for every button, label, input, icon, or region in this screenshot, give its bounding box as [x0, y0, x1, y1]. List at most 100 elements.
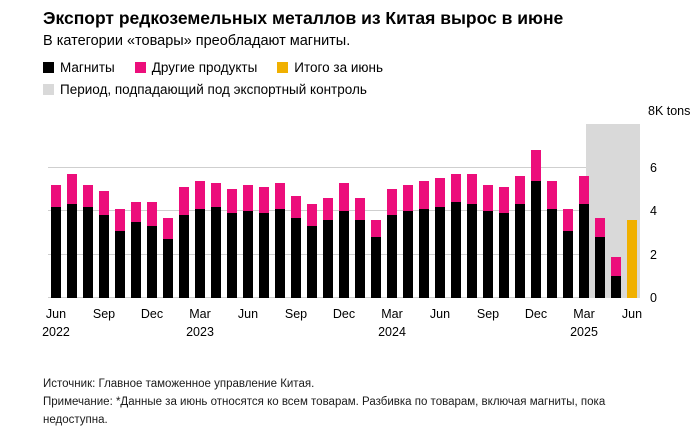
bar-segment-magnets	[610, 276, 622, 298]
x-tick-label: Sep	[92, 307, 116, 321]
bar-segment-magnets	[162, 239, 174, 298]
bar-segment-other-products	[338, 182, 350, 211]
y-tick-label: 2	[650, 247, 657, 262]
x-tick-label: Mar 2023	[186, 305, 214, 341]
bar-segment-other-products	[594, 217, 606, 238]
x-tick-label: Jun	[621, 307, 643, 321]
x-tick-year: 2022	[42, 325, 70, 340]
legend-swatch	[134, 62, 146, 73]
chart-title: Экспорт редкоземельных металлов из Китая…	[43, 8, 564, 28]
legend-swatch	[43, 62, 54, 73]
bar-segment-other-products	[274, 182, 286, 209]
x-tick-label: Mar 2025	[570, 305, 598, 341]
bar-segment-other-products	[98, 191, 110, 216]
bar-segment-magnets	[562, 230, 574, 298]
bar-segment-magnets	[226, 213, 238, 298]
x-tick-label: Jun	[237, 307, 259, 321]
bar-segment-magnets	[434, 206, 446, 298]
bar-segment-magnets	[482, 211, 494, 298]
bar-segment-magnets	[82, 206, 94, 298]
bar-segment-magnets	[290, 217, 302, 298]
bar-segment-magnets	[210, 206, 222, 298]
bar-segment-other-products	[498, 187, 510, 214]
bar-segment-other-products	[402, 184, 414, 211]
source-text: Источник: Главное таможенное управление …	[43, 378, 315, 390]
y-tick-label: 6	[650, 160, 657, 175]
y-tick-label: 4	[650, 204, 657, 218]
bar-segment-magnets	[322, 219, 334, 298]
bar-segment-magnets	[370, 237, 382, 298]
bar-segment-other-products	[114, 208, 126, 231]
bar-segment-magnets	[66, 204, 78, 298]
legend-swatch	[277, 62, 289, 73]
bar-segment-other-products	[306, 204, 318, 227]
legend-item-4: Период, подпадающий под экспортный контр…	[43, 82, 367, 97]
legend-swatch	[43, 84, 54, 95]
bar-segment-magnets	[338, 211, 350, 298]
bar-segment-other-products	[82, 184, 94, 207]
legend-item-2: Другие продукты	[134, 60, 257, 75]
legend-item-3: Итого за июнь	[277, 60, 383, 75]
bar-segment-other-products	[546, 180, 558, 209]
bar-segment-magnets	[402, 211, 414, 298]
bar-segment-other-products	[482, 184, 494, 211]
bar-segment-magnets	[530, 180, 542, 298]
x-tick-label: Dec	[332, 307, 356, 321]
bar-segment-magnets	[450, 202, 462, 298]
plot-area: 0 2 4 6 8K tons Jun 2022 Sep Dec Mar 2023 Jun Sep Dec…	[42, 104, 690, 339]
bar-segment-magnets	[418, 208, 430, 298]
bar-segment-magnets	[50, 206, 62, 298]
bar-segment-other-products	[50, 184, 62, 207]
legend-row-1: Магниты Другие продукты Итого за июнь	[43, 60, 383, 75]
bar-segment-magnets	[546, 208, 558, 298]
bar-segment-other-products	[466, 174, 478, 205]
legend-label: Период, подпадающий под экспортный контр…	[60, 82, 367, 97]
bar-segment-other-products	[162, 217, 174, 240]
y-axis-unit-label: 8K tons	[648, 104, 691, 118]
bar-segment-magnets	[274, 208, 286, 298]
bar-segment-other-products	[290, 195, 302, 218]
x-tick-year: 2023	[186, 325, 214, 340]
bar-segment-magnets	[114, 230, 126, 298]
bar-segment-magnets	[498, 213, 510, 298]
bar-segment-other-products	[194, 180, 206, 209]
bar-segment-magnets	[242, 211, 254, 298]
x-tick-label: Sep	[284, 307, 308, 321]
bar-segment-magnets	[386, 215, 398, 298]
bar-segment-magnets	[146, 226, 158, 298]
x-tick-label: Dec	[140, 307, 164, 321]
bar-segment-other-products	[434, 178, 446, 207]
bar-segment-other-products	[146, 202, 158, 227]
bar-segment-magnets	[130, 221, 142, 298]
gridline-6	[48, 166, 640, 168]
bar-segment-other-products	[562, 208, 574, 231]
bar-segment-other-products	[258, 187, 270, 214]
x-tick-label: Jun 2022	[42, 305, 70, 341]
bar-segment-other-products	[130, 202, 142, 222]
x-tick-year: 2024	[378, 325, 406, 340]
bar-segment-other-products	[578, 176, 590, 205]
bar-segment-other-products	[450, 174, 462, 203]
bar-segment-magnets	[578, 204, 590, 298]
bar-segment-other-products	[226, 189, 238, 214]
bar-segment-magnets	[354, 219, 366, 298]
bar-segment-magnets	[466, 204, 478, 298]
y-tick-label: 0	[650, 291, 657, 305]
chart-legend: Магниты Другие продукты Итого за июнь Пери…	[43, 60, 383, 104]
legend-label: Итого за июнь	[294, 60, 384, 75]
bar-segment-other-products	[354, 197, 366, 220]
bar-segment-other-products	[514, 176, 526, 205]
bar-segment-other-products	[66, 174, 78, 205]
bar-june-total	[626, 219, 638, 298]
note-text: Примечание: *Данные за июнь относятся ко…	[43, 396, 606, 426]
bar-segment-other-products	[418, 180, 430, 209]
bar-segment-other-products	[610, 256, 622, 277]
bar-segment-other-products	[178, 187, 190, 216]
legend-item-1: Магниты	[43, 60, 115, 75]
bar-segment-magnets	[98, 215, 110, 298]
x-tick-label: Dec	[524, 307, 548, 321]
x-tick-label: Jun	[429, 307, 451, 321]
bar-segment-magnets	[514, 204, 526, 298]
bar-segment-magnets	[258, 213, 270, 298]
bar-segment-magnets	[306, 226, 318, 298]
